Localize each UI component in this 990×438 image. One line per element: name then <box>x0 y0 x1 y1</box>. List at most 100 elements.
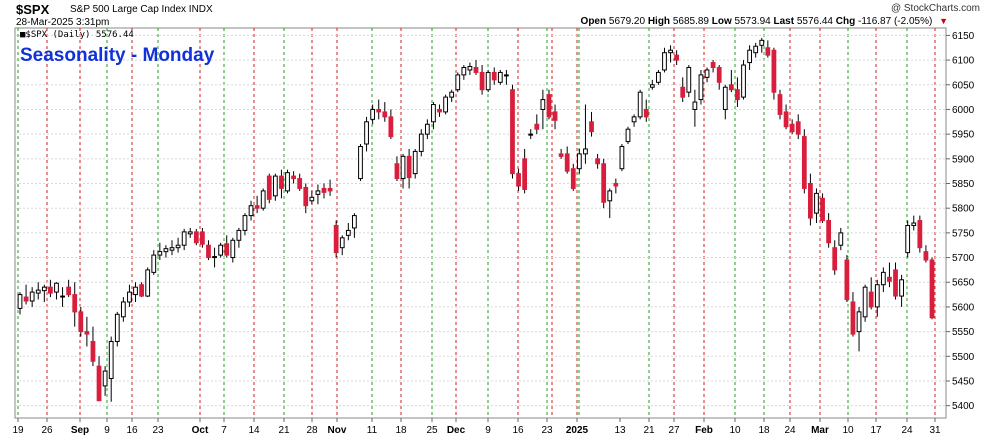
candle-body <box>491 71 497 81</box>
candle-body <box>850 301 856 335</box>
candle-body <box>84 331 90 335</box>
candle-body <box>212 256 217 259</box>
candle-body <box>157 251 163 256</box>
candle-body <box>303 186 309 207</box>
candle-body <box>686 66 692 93</box>
candle <box>230 237 236 263</box>
candle <box>291 171 296 184</box>
candle <box>668 45 673 63</box>
x-tick-label: 24 <box>784 425 796 436</box>
candle <box>558 148 564 159</box>
x-tick-label: Nov <box>328 425 347 436</box>
y-tick-label: 6150 <box>952 31 975 42</box>
candle-body <box>358 145 363 180</box>
x-tick-label: 31 <box>929 425 941 436</box>
x-tick-label: Sep <box>71 425 89 436</box>
candle-body <box>680 86 686 98</box>
candle-body <box>911 222 917 226</box>
candle <box>424 119 430 140</box>
candle <box>814 188 819 223</box>
candle <box>905 220 911 258</box>
candle-body <box>546 94 552 118</box>
candle <box>759 37 765 53</box>
candle-body <box>291 175 296 180</box>
candle <box>17 292 23 315</box>
candle <box>120 297 126 322</box>
low-label: Low <box>711 16 732 27</box>
candle-body <box>595 158 600 165</box>
candle <box>157 242 163 261</box>
x-tick-label: 11 <box>367 425 378 436</box>
x-tick-label: 7 <box>221 425 227 436</box>
candle-body <box>461 66 467 76</box>
chart-date: 28-Mar-2025 3:31pm <box>16 17 110 28</box>
description-text: S&P 500 Large Cap Index <box>70 4 187 15</box>
x-tick-label: 23 <box>152 425 164 436</box>
candle <box>899 274 904 307</box>
candle-body <box>479 71 485 91</box>
x-tick-label: 23 <box>541 425 553 436</box>
candle <box>728 69 734 93</box>
candle-body <box>102 370 108 387</box>
candle <box>345 223 351 241</box>
candle-body <box>656 71 661 83</box>
candle <box>84 316 90 347</box>
credit-text: @ StockCharts.com <box>890 3 980 14</box>
candle <box>625 126 631 145</box>
candle <box>710 60 716 73</box>
candle-body <box>820 197 825 222</box>
candle-body <box>163 248 169 253</box>
candle <box>236 227 242 248</box>
x-tick-label: Oct <box>192 425 209 436</box>
x-tick-label: 14 <box>248 425 260 436</box>
candle-body <box>814 192 819 214</box>
candle-body <box>589 121 594 133</box>
candle-body <box>406 155 412 179</box>
x-tick-label: 24 <box>901 425 913 436</box>
candle <box>96 356 102 402</box>
candle-body <box>516 173 521 187</box>
candle-body <box>504 74 509 77</box>
candle <box>479 65 485 95</box>
candle-body <box>540 99 546 110</box>
candle <box>297 173 303 191</box>
candle <box>133 282 138 302</box>
candle <box>801 129 807 194</box>
candle <box>680 77 686 103</box>
candle-body <box>90 340 96 362</box>
candle <box>29 287 35 307</box>
candle-body <box>558 153 564 157</box>
candle <box>516 168 521 191</box>
candle-body <box>108 340 114 380</box>
candle <box>187 227 193 238</box>
candle-body <box>35 289 41 294</box>
candle-body <box>522 158 528 190</box>
candle <box>364 116 369 152</box>
candle <box>576 148 582 174</box>
candle <box>473 60 479 75</box>
candle <box>674 50 680 66</box>
down-arrow-icon: ▼ <box>939 16 948 26</box>
x-tick-label: 21 <box>278 425 290 436</box>
candle-body <box>741 64 746 98</box>
candle <box>443 94 448 115</box>
candle <box>649 79 655 90</box>
candle-body <box>193 231 199 244</box>
candle <box>309 190 315 205</box>
candle <box>564 146 570 174</box>
candle-body <box>279 175 284 189</box>
candle-body <box>297 178 303 189</box>
ohlc-readout: Open 5679.20 High 5685.89 Low 5573.94 La… <box>581 16 948 27</box>
candle <box>741 60 746 100</box>
candle <box>272 173 278 201</box>
candle <box>850 292 856 337</box>
candle-body <box>96 365 102 402</box>
candle-body <box>674 54 680 61</box>
candle <box>868 277 874 310</box>
candle <box>613 178 619 194</box>
candle <box>887 262 892 288</box>
candle-body <box>795 121 801 135</box>
candle-body <box>874 284 880 308</box>
candle-body <box>272 175 278 197</box>
candle-body <box>260 190 266 209</box>
